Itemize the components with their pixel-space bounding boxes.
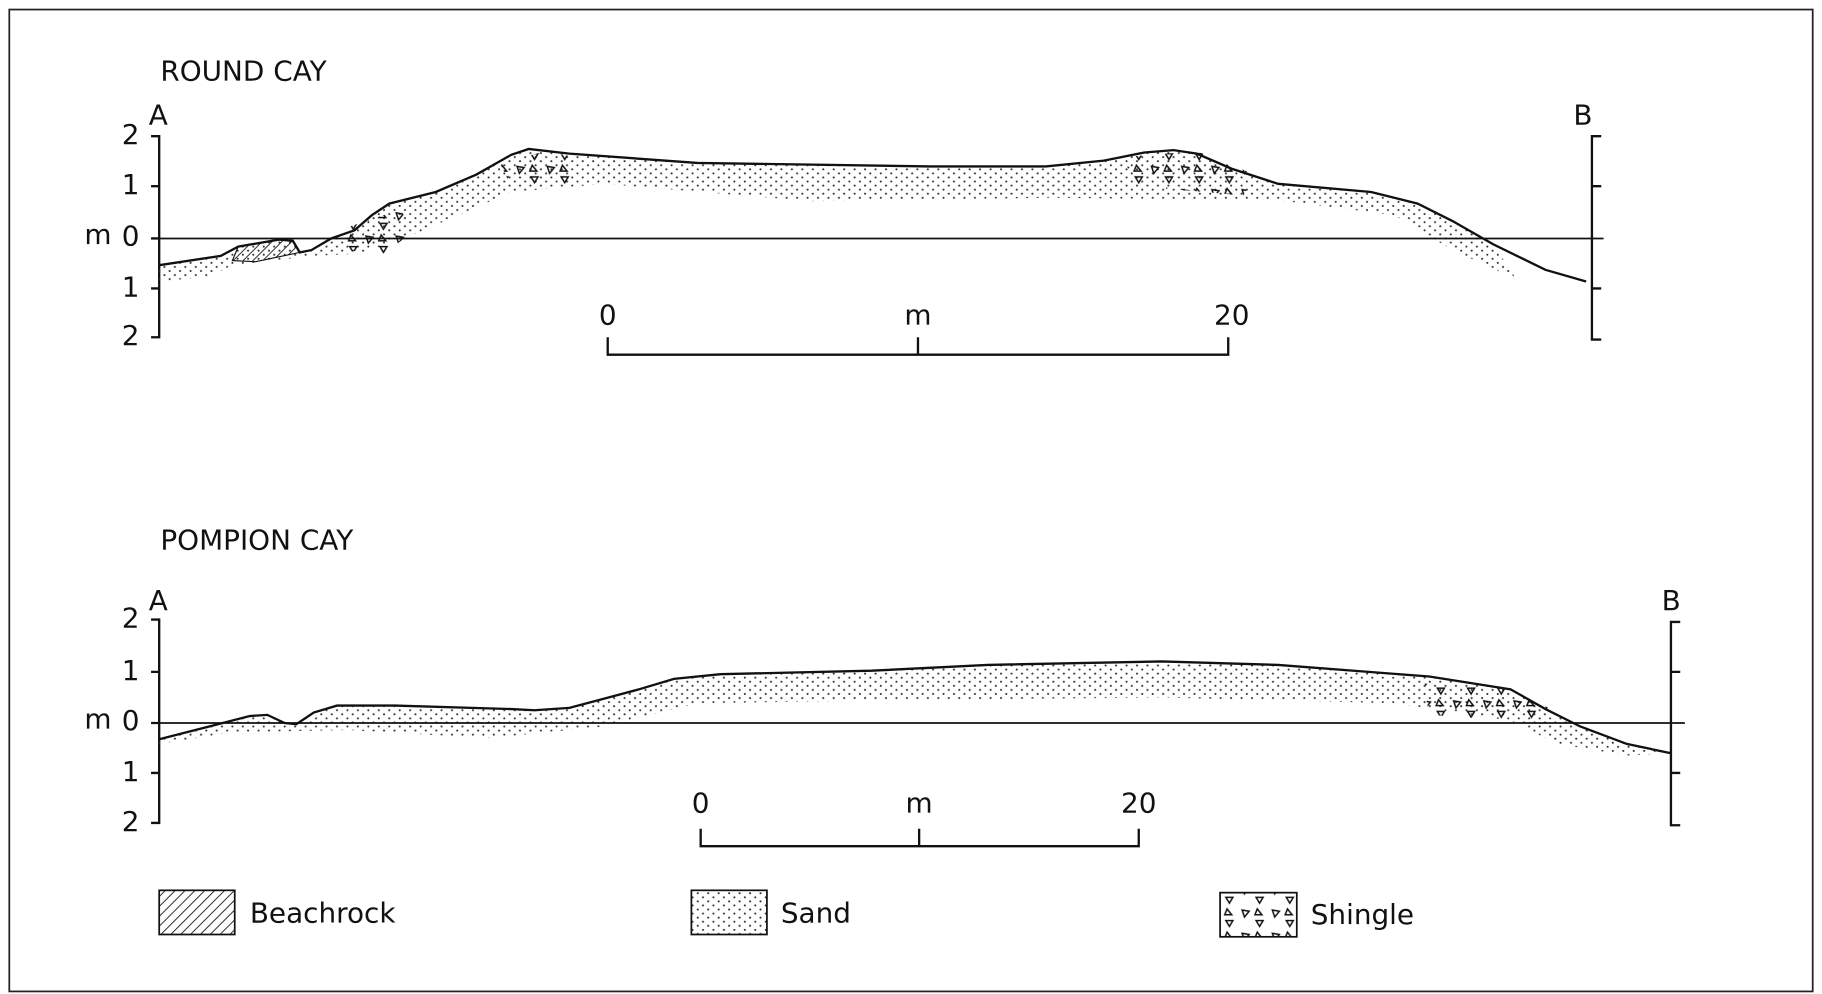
end-label: B bbox=[1573, 98, 1592, 131]
scale-label: 0 bbox=[692, 786, 710, 819]
scale-label: m bbox=[906, 786, 933, 819]
round-cay-profile: ROUND CAY A B 2 1 m 0 1 2 0 m 20 bbox=[84, 54, 1604, 356]
axis-label: 2 bbox=[122, 602, 140, 635]
scale-label: m bbox=[904, 298, 931, 331]
scale-bar bbox=[606, 337, 1230, 356]
legend-swatch bbox=[158, 889, 236, 936]
pompion-cay-profile: POMPION CAY A B 2 1 m 0 1 2 0 m 20 bbox=[84, 524, 1685, 848]
legend: Beachrock Sand Shingle bbox=[158, 889, 1414, 938]
end-label: A bbox=[149, 98, 168, 131]
axis-label: 1 bbox=[122, 755, 140, 788]
legend-label: Shingle bbox=[1311, 898, 1414, 931]
shingle bbox=[499, 151, 576, 187]
scale-label: 0 bbox=[599, 298, 617, 331]
end-label: A bbox=[149, 584, 168, 617]
profile-title: POMPION CAY bbox=[160, 524, 354, 557]
axis-label: 1 bbox=[122, 270, 140, 303]
sand bbox=[159, 148, 1517, 282]
legend-label: Beachrock bbox=[250, 897, 397, 930]
axis-label: 0 bbox=[122, 704, 140, 737]
axis-unit: m bbox=[84, 703, 111, 736]
axis-label: 1 bbox=[122, 168, 140, 201]
axis bbox=[151, 135, 161, 339]
scale-label: 20 bbox=[1121, 786, 1156, 819]
sand bbox=[159, 661, 1671, 756]
scale-label: 20 bbox=[1214, 298, 1249, 331]
axis-label: 2 bbox=[122, 118, 140, 151]
axis-unit: m bbox=[84, 218, 111, 251]
axis-label: 2 bbox=[122, 805, 140, 838]
frame bbox=[8, 8, 1814, 993]
scale-bar bbox=[699, 828, 1140, 848]
shingle bbox=[1121, 151, 1255, 196]
axis-label: 0 bbox=[122, 219, 140, 252]
profile-title: ROUND CAY bbox=[160, 54, 327, 87]
profile-line bbox=[159, 147, 1587, 283]
legend-swatch bbox=[690, 889, 768, 936]
shingle bbox=[1423, 683, 1552, 724]
axis-label: 1 bbox=[122, 654, 140, 687]
legend-label: Sand bbox=[781, 897, 851, 930]
shingle bbox=[342, 209, 413, 254]
axis-label: 2 bbox=[122, 319, 140, 352]
axis bbox=[151, 618, 161, 825]
legend-swatch bbox=[1219, 891, 1298, 938]
end-label: B bbox=[1662, 584, 1681, 617]
